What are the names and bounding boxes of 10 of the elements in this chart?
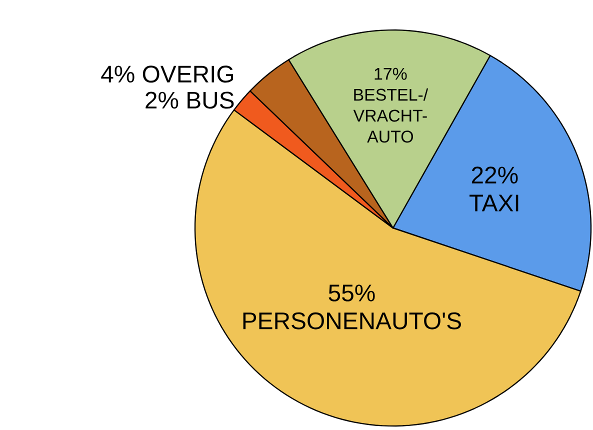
data-label: 4%: [101, 66, 134, 82]
slice-label: PERSONENAUTO'S: [243, 312, 461, 330]
slice-label: BESTEL-/ VRACHT-AUTO: [353, 88, 428, 143]
slice-label: BUS: [188, 92, 234, 109]
data-label: 55%: [328, 284, 375, 302]
slice-label: OVERIG: [142, 66, 234, 83]
data-label: 17%: [374, 68, 407, 80]
data-label: 2%: [146, 92, 178, 109]
slice-label: TAXI: [470, 194, 518, 212]
data-label: 22%: [472, 166, 518, 184]
